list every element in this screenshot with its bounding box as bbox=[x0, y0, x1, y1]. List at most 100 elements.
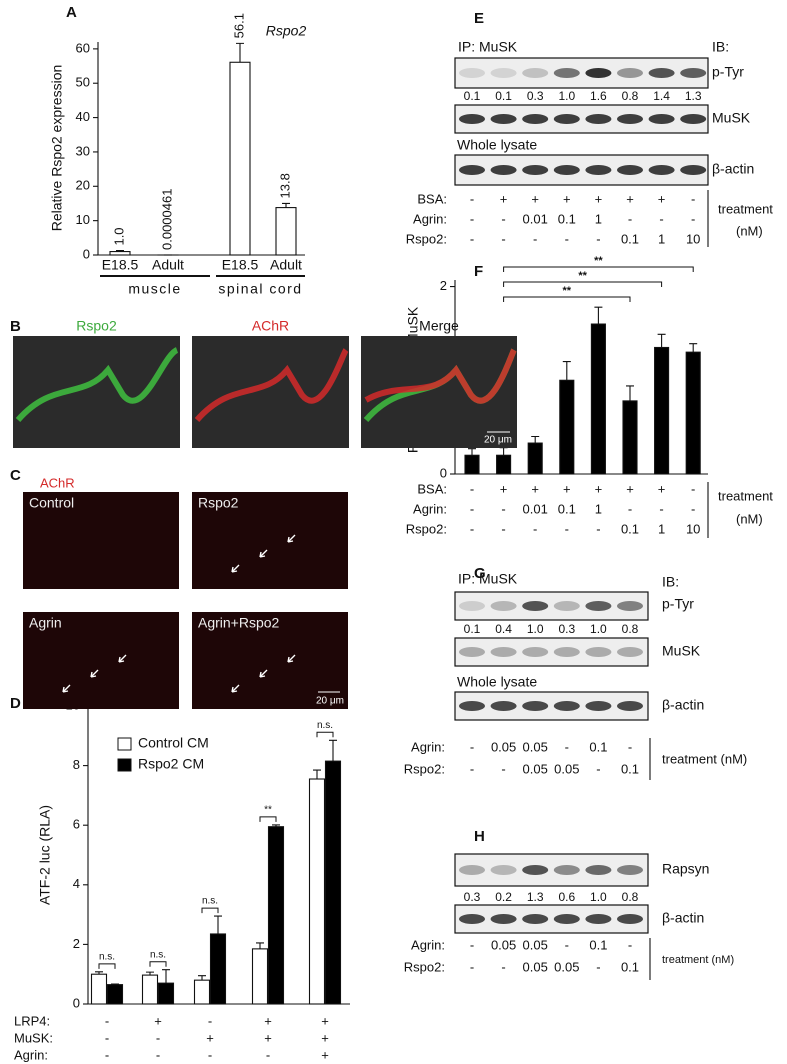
significance-label: n.s. bbox=[150, 949, 166, 960]
band bbox=[490, 647, 517, 657]
quant-label: 1.0 bbox=[558, 89, 575, 103]
row-cell: + bbox=[321, 1047, 329, 1062]
band bbox=[459, 601, 485, 611]
row-label: Agrin: bbox=[413, 211, 447, 226]
blot-label: β-actin bbox=[712, 161, 754, 177]
bar bbox=[106, 984, 124, 1005]
significance-label: ** bbox=[264, 805, 272, 816]
row-cell: - bbox=[533, 231, 537, 246]
blot bbox=[454, 853, 649, 887]
band bbox=[522, 68, 549, 78]
row-cell: - bbox=[470, 231, 474, 246]
arrow bbox=[231, 684, 240, 693]
row-cell: - bbox=[628, 501, 632, 516]
error-bar bbox=[313, 769, 321, 780]
arrow bbox=[118, 654, 127, 663]
band bbox=[585, 865, 612, 875]
section-label: Whole lysate bbox=[457, 674, 537, 690]
band bbox=[680, 165, 707, 175]
y-tick-label: 2 bbox=[440, 278, 447, 293]
micrograph bbox=[192, 492, 348, 589]
quant-label: 0.8 bbox=[622, 622, 639, 636]
panel-label: H bbox=[474, 828, 485, 845]
row-cell: + bbox=[595, 481, 603, 496]
y-tick-label: 6 bbox=[73, 817, 80, 832]
row-cell: - bbox=[659, 501, 663, 516]
band bbox=[585, 114, 612, 124]
micrograph bbox=[23, 612, 179, 709]
condition-label: Rspo2 bbox=[198, 495, 239, 511]
value-label: 0.0000461 bbox=[159, 189, 174, 250]
row-cell: 1 bbox=[658, 521, 665, 536]
row-cell: 0.05 bbox=[523, 959, 548, 974]
significance-bracket bbox=[98, 963, 116, 969]
row-cell: + bbox=[321, 1030, 329, 1045]
row-cell: + bbox=[595, 191, 603, 206]
significance-label: ** bbox=[578, 270, 587, 282]
quant-label: 1.0 bbox=[590, 622, 607, 636]
row-label: Agrin: bbox=[411, 739, 445, 754]
group-label: muscle bbox=[128, 281, 181, 297]
band bbox=[553, 647, 580, 657]
row-cell: - bbox=[470, 959, 474, 974]
arrow bbox=[287, 654, 296, 663]
band bbox=[585, 701, 612, 711]
bar bbox=[109, 251, 131, 256]
chart-title: Rspo2 bbox=[266, 23, 307, 39]
row-cell: 0.05 bbox=[554, 959, 579, 974]
band bbox=[553, 914, 580, 924]
value-label: 56.1 bbox=[231, 13, 246, 38]
band bbox=[617, 914, 643, 924]
error-bar bbox=[499, 447, 508, 456]
x-tick-label: Adult bbox=[270, 257, 302, 273]
y-tick-label: 4 bbox=[73, 876, 80, 891]
ip-label: IP: MuSK bbox=[458, 39, 518, 55]
significance-bracket bbox=[503, 296, 631, 302]
band bbox=[617, 114, 643, 124]
quant-label: 1.4 bbox=[653, 89, 670, 103]
row-label: Rspo2: bbox=[406, 521, 447, 536]
quant-label: 1.0 bbox=[590, 890, 607, 904]
band bbox=[522, 165, 549, 175]
row-cell: - bbox=[470, 501, 474, 516]
band bbox=[522, 701, 549, 711]
row-cell: 0.1 bbox=[621, 231, 639, 246]
row-cell: 0.05 bbox=[523, 761, 548, 776]
y-tick-label: 10 bbox=[76, 212, 90, 227]
row-cell: 1 bbox=[658, 231, 665, 246]
panel-label: A bbox=[66, 4, 77, 21]
row-label: BSA: bbox=[417, 481, 447, 496]
row-cell: + bbox=[264, 1013, 272, 1028]
value-label: 1.0 bbox=[111, 227, 126, 245]
row-label: BSA: bbox=[417, 191, 447, 206]
y-tick-label: 8 bbox=[73, 757, 80, 772]
row-cell: - bbox=[470, 211, 474, 226]
row-cell: 0.1 bbox=[589, 937, 607, 952]
row-cell: 1 bbox=[595, 211, 602, 226]
arrow bbox=[90, 669, 99, 678]
row-label: Rspo2: bbox=[406, 231, 447, 246]
band bbox=[553, 865, 580, 875]
row-cell: + bbox=[658, 191, 666, 206]
bar bbox=[193, 979, 211, 1005]
treatment-label: treatment bbox=[718, 201, 773, 216]
row-cell: + bbox=[563, 191, 571, 206]
row-cell: - bbox=[105, 1030, 109, 1045]
row-cell: - bbox=[596, 521, 600, 536]
micrograph bbox=[13, 336, 180, 448]
blot-label: p-Tyr bbox=[662, 596, 694, 612]
row-cell: - bbox=[208, 1013, 212, 1028]
band bbox=[585, 914, 612, 924]
significance-bracket bbox=[149, 961, 167, 967]
row-cell: - bbox=[470, 481, 474, 496]
panel-label: G bbox=[474, 565, 486, 582]
row-cell: - bbox=[533, 521, 537, 536]
error-bar bbox=[146, 971, 154, 976]
quant-label: 0.3 bbox=[527, 89, 544, 103]
error-bar bbox=[657, 333, 666, 348]
stain-label: AChR bbox=[252, 318, 289, 334]
blot bbox=[454, 904, 649, 934]
bar bbox=[229, 61, 251, 256]
treatment-unit: (nM) bbox=[736, 511, 763, 526]
row-cell: - bbox=[105, 1047, 109, 1062]
